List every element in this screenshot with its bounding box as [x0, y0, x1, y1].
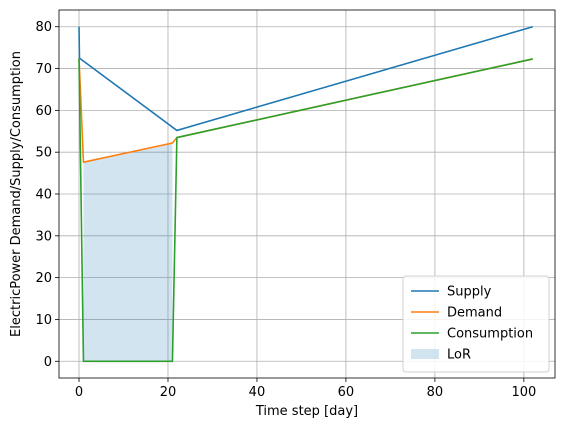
legend: Supply Demand Consumption LoR: [402, 275, 550, 373]
lor-area-layer: [83, 142, 173, 362]
y-tick-label: 80: [35, 20, 52, 35]
x-axis-label: Time step [day]: [255, 404, 358, 419]
x-tick-label: 100: [511, 385, 536, 400]
series-layer: [78, 25, 533, 363]
y-tick-label: 20: [35, 271, 52, 286]
x-tick-label: 0: [75, 385, 83, 400]
legend-label-consumption: Consumption: [447, 327, 533, 342]
x-tick-label: 40: [249, 385, 266, 400]
y-tick-label: 70: [35, 62, 52, 77]
y-axis-label: ElectricPower Demand/Supply/Consumption: [9, 51, 24, 337]
y-tick-label: 10: [35, 313, 52, 328]
y-tick-label: 60: [35, 104, 52, 119]
legend-label-supply: Supply: [447, 285, 492, 300]
grid: [59, 10, 555, 378]
lor-area: [83, 142, 173, 362]
legend-label-demand: Demand: [447, 306, 502, 321]
legend-label-lor: LoR: [447, 348, 471, 363]
x-tick-label: 20: [160, 385, 177, 400]
y-tick-label: 40: [35, 188, 52, 203]
x-tick-label: 80: [427, 385, 444, 400]
y-tick-label: 0: [44, 355, 52, 370]
ticks: 0 20 40 60 80 100 0 10 20 30 40 50 60 70 80: [35, 20, 536, 400]
legend-swatch-lor: [411, 349, 439, 359]
supply-line: [78, 25, 533, 132]
y-tick-label: 50: [35, 146, 52, 161]
x-tick-label: 60: [338, 385, 355, 400]
consumption-line: [78, 58, 533, 363]
legend-box: [402, 275, 550, 373]
y-tick-label: 30: [35, 229, 52, 244]
